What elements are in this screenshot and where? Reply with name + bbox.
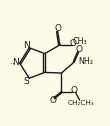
Text: N: N	[23, 41, 29, 50]
Text: O: O	[50, 96, 57, 105]
Text: O: O	[70, 39, 77, 48]
Text: S: S	[24, 77, 29, 86]
Text: CH₂CH₃: CH₂CH₃	[67, 100, 94, 106]
Text: ‥: ‥	[9, 58, 14, 65]
Text: O: O	[70, 86, 77, 94]
Text: NH₂: NH₂	[79, 57, 94, 66]
Text: O: O	[76, 44, 83, 54]
Text: N: N	[12, 58, 19, 67]
Text: CH₃: CH₃	[72, 37, 87, 46]
Text: O: O	[54, 24, 61, 33]
